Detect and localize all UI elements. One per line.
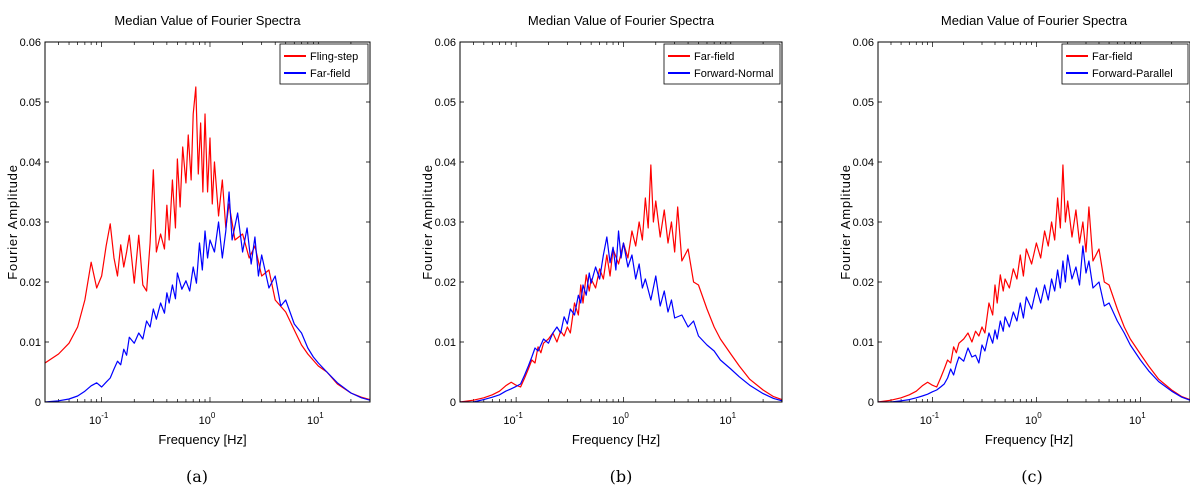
chart-title: Median Value of Fourier Spectra: [528, 13, 715, 28]
y-tick-label: 0.01: [435, 337, 456, 349]
x-tick-label: 10-1: [920, 411, 940, 427]
series-line-far-field: [460, 164, 782, 402]
legend-entry: Far-field: [694, 51, 734, 63]
figure-caption: (b): [610, 467, 633, 486]
y-tick-label: 0: [868, 397, 874, 409]
series-line-forward-normal: [460, 230, 782, 402]
y-tick-label: 0.03: [853, 217, 874, 229]
y-tick-label: 0.06: [853, 37, 874, 49]
y-tick-label: 0.02: [20, 277, 41, 289]
x-tick-base: 10: [920, 415, 932, 427]
y-tick-label: 0.05: [435, 97, 456, 109]
y-tick-label: 0.06: [435, 37, 456, 49]
y-tick-label: 0.02: [435, 277, 456, 289]
x-tick-label: 101: [719, 411, 736, 427]
chart-title: Median Value of Fourier Spectra: [941, 13, 1128, 28]
chart-title: Median Value of Fourier Spectra: [114, 13, 301, 28]
chart-panel-b: Median Value of Fourier Spectra 0 0.01 0.02…: [420, 13, 783, 486]
series-line-fling-step: [45, 86, 370, 401]
y-axis-label: Fourier Amplitude: [420, 164, 435, 279]
x-tick-label: 101: [1129, 411, 1146, 427]
y-axis-label: Fourier Amplitude: [838, 164, 853, 279]
x-tick-base: 10: [1025, 415, 1037, 427]
y-tick-label: 0.04: [853, 157, 874, 169]
series-line-far-field: [878, 164, 1190, 402]
legend: Far-field Forward-Normal: [663, 43, 781, 85]
y-axis-label: Fourier Amplitude: [5, 164, 20, 279]
legend: Far-field Forward-Parallel: [1061, 43, 1189, 85]
legend-entry: Fling-step: [310, 51, 358, 63]
legend-entry: Far-field: [1092, 51, 1132, 63]
y-tick-label: 0.04: [20, 157, 41, 169]
x-tick-label: 100: [199, 411, 216, 427]
series-line-far-field: [45, 191, 370, 402]
y-tick-label: 0.04: [435, 157, 456, 169]
legend-box: [663, 43, 781, 85]
x-axis-label: Frequency [Hz]: [985, 432, 1073, 447]
x-tick-exponent: 1: [1141, 411, 1146, 420]
legend-entry: Far-field: [310, 68, 350, 80]
x-tick-label: 100: [612, 411, 629, 427]
plot-area-frame: [459, 41, 783, 403]
legend-box: [1061, 43, 1189, 85]
x-tick-base: 10: [307, 415, 319, 427]
y-tick-label: 0.06: [20, 37, 41, 49]
legend-entry: Forward-Normal: [694, 68, 773, 80]
x-tick-label: 101: [307, 411, 324, 427]
x-tick-label: 10-1: [89, 411, 109, 427]
y-tick-label: 0: [35, 397, 41, 409]
y-tick-label: 0.02: [853, 277, 874, 289]
chart-panel-c: Median Value of Fourier Spectra 0 0.01 0.02…: [838, 13, 1190, 486]
legend: Fling-step Far-field: [279, 43, 369, 85]
x-axis-label: Frequency [Hz]: [572, 432, 660, 447]
y-tick-label: 0.01: [853, 337, 874, 349]
y-tick-label: 0: [450, 397, 456, 409]
x-tick-exponent: -1: [101, 411, 109, 420]
x-tick-exponent: 0: [211, 411, 216, 420]
x-tick-exponent: 1: [319, 411, 324, 420]
legend-entry: Forward-Parallel: [1092, 68, 1173, 80]
series-line-forward-parallel: [878, 245, 1190, 402]
x-tick-exponent: -1: [932, 411, 940, 420]
x-axis-label: Frequency [Hz]: [158, 432, 246, 447]
plot-area-frame: [44, 41, 371, 403]
x-tick-exponent: 0: [1037, 411, 1042, 420]
plot-area-frame: [877, 41, 1190, 403]
y-tick-label: 0.01: [20, 337, 41, 349]
y-tick-label: 0.05: [853, 97, 874, 109]
x-tick-base: 10: [503, 415, 515, 427]
legend-box: [279, 43, 369, 85]
x-tick-exponent: -1: [516, 411, 524, 420]
x-tick-label: 10-1: [503, 411, 523, 427]
y-tick-label: 0.05: [20, 97, 41, 109]
x-tick-exponent: 1: [732, 411, 737, 420]
figure-caption: (a): [186, 467, 208, 486]
figure-caption: (c): [1021, 467, 1042, 486]
x-tick-exponent: 0: [624, 411, 629, 420]
x-tick-label: 100: [1025, 411, 1042, 427]
y-tick-label: 0.03: [435, 217, 456, 229]
x-tick-base: 10: [199, 415, 211, 427]
y-tick-label: 0.03: [20, 217, 41, 229]
x-tick-base: 10: [1129, 415, 1141, 427]
x-tick-base: 10: [612, 415, 624, 427]
chart-panel-a: Median Value of Fourier Spectra 0 0.01 0.02…: [5, 13, 371, 486]
x-tick-base: 10: [719, 415, 731, 427]
x-tick-base: 10: [89, 415, 101, 427]
